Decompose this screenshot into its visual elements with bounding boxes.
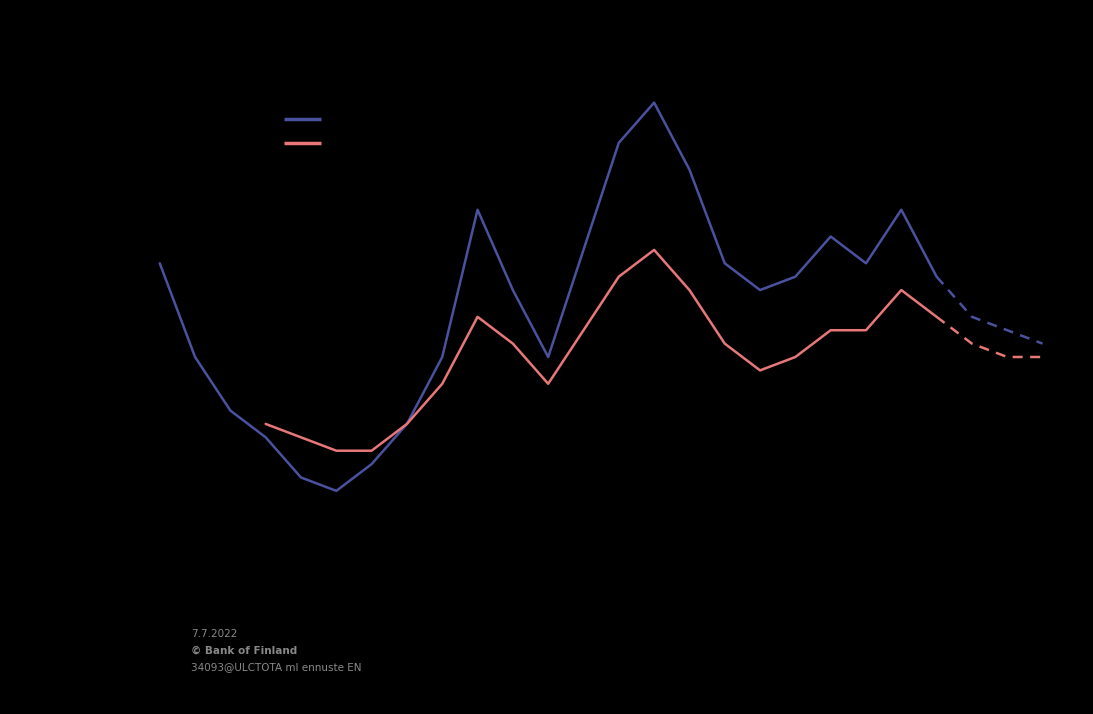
Text: © Bank of Finland: © Bank of Finland bbox=[191, 645, 297, 655]
Text: 34093@ULCTOTA ml ennuste EN: 34093@ULCTOTA ml ennuste EN bbox=[191, 662, 362, 672]
Text: 7.7.2022: 7.7.2022 bbox=[191, 629, 237, 639]
